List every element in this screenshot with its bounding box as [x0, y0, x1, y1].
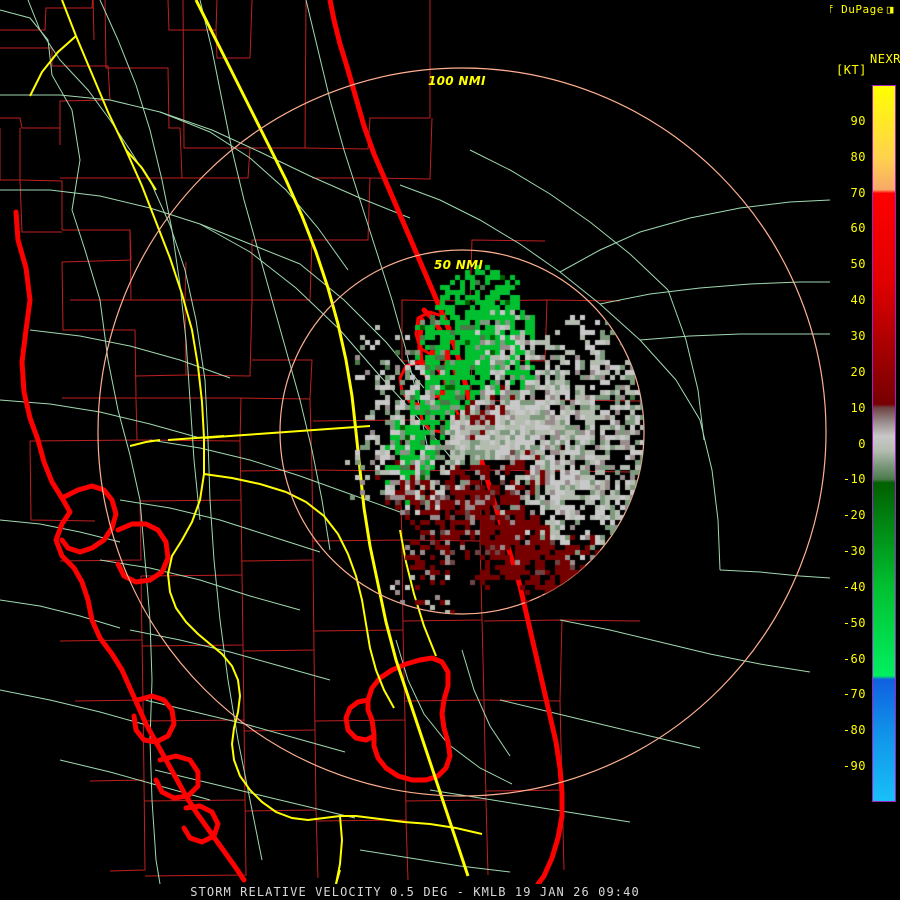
colorbar-tick-neg40: -40: [842, 579, 866, 594]
map-area[interactable]: 100 NMI 50 NMI: [0, 0, 830, 884]
legend-panel: NEXR [KT] 90 80 70 60 50 40 30 20 10 0 -10 -20 -30 -4…: [830, 0, 900, 884]
range-ring-label-100: 100 NMI: [428, 74, 486, 88]
legend-units-label: [KT]: [836, 63, 867, 77]
colorbar-tick-70: 70: [850, 185, 866, 200]
colorbar-tick-50: 50: [850, 257, 866, 272]
colorbar-tick-neg80: -80: [842, 723, 866, 738]
colorbar-tick-neg10: -10: [842, 472, 866, 487]
radar-echo-layer: [0, 0, 830, 884]
colorbar-tick-90: 90: [850, 113, 866, 128]
footer-bar: STORM RELATIVE VELOCITY 0.5 DEG - KMLB 1…: [0, 884, 900, 900]
colorbar-tick-neg50: -50: [842, 615, 866, 630]
colorbar-tick-10: 10: [850, 400, 866, 415]
product-status-line: STORM RELATIVE VELOCITY 0.5 DEG - KMLB 1…: [190, 885, 640, 899]
colorbar-tick-neg60: -60: [842, 651, 866, 666]
colorbar-tick-neg20: -20: [842, 508, 866, 523]
colorbar-tick-neg30: -30: [842, 544, 866, 559]
colorbar-tick-60: 60: [850, 221, 866, 236]
colorbar-gradient: [873, 86, 895, 801]
colorbar-tick-30: 30: [850, 328, 866, 343]
colorbar-tick-80: 80: [850, 149, 866, 164]
colorbar: [872, 85, 896, 802]
range-ring-label-50: 50 NMI: [434, 258, 484, 272]
provider-logo-icon: ◨: [886, 3, 894, 16]
colorbar-tick-0: 0: [858, 436, 866, 451]
colorbar-tick-neg70: -70: [842, 687, 866, 702]
colorbar-tick-40: 40: [850, 293, 866, 308]
legend-title: NEXR: [870, 52, 900, 66]
colorbar-tick-20: 20: [850, 364, 866, 379]
colorbar-tick-neg90: -90: [842, 759, 866, 774]
